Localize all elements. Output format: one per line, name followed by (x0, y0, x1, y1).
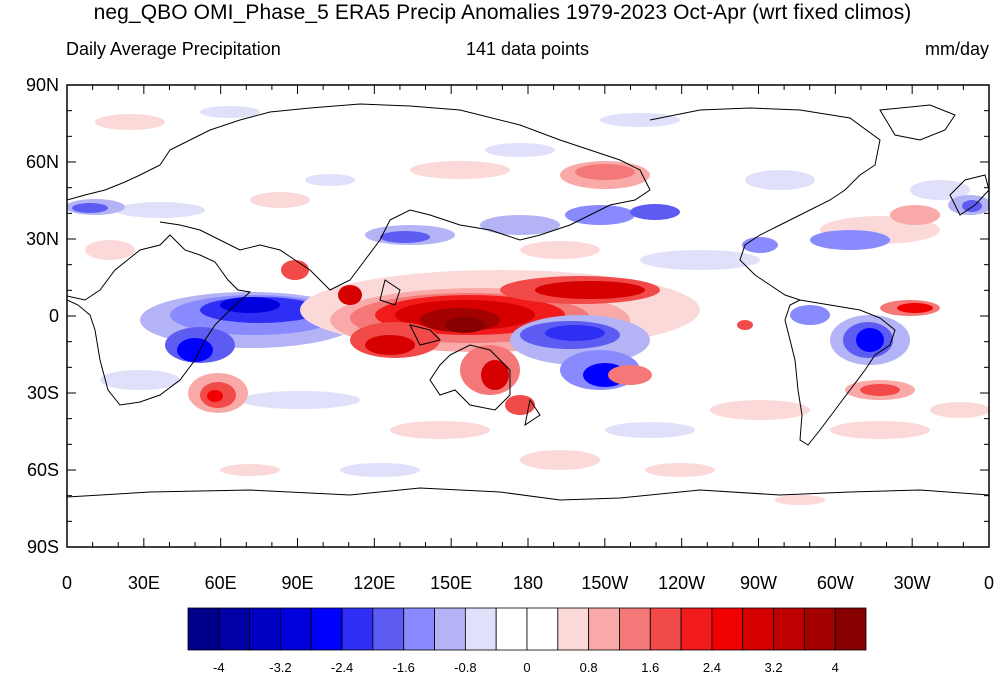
lat-label: 90S (27, 537, 59, 557)
colorbar-label: 2.4 (703, 660, 721, 675)
precip-anomaly-field (67, 106, 989, 505)
latitude-labels: 90N 60N 30N 0 30S 60S 90S (26, 75, 59, 557)
lon-label: 30E (128, 573, 160, 593)
lon-label: 60W (817, 573, 854, 593)
colorbar-swatch (249, 607, 281, 651)
colorbar-label: -1.6 (393, 660, 415, 675)
lat-label: 30S (27, 383, 59, 403)
colorbar (187, 607, 867, 651)
colorbar-swatch (711, 607, 744, 651)
colorbar-swatch (588, 607, 620, 651)
lat-label: 90N (26, 75, 59, 95)
colorbar-swatch (403, 607, 435, 651)
colorbar-swatch (742, 607, 774, 651)
colorbar-swatch (434, 607, 466, 651)
south-america-anomalies (737, 300, 940, 400)
colorbar-label: 3.2 (765, 660, 783, 675)
lon-label: 150E (430, 573, 472, 593)
lon-label: 120W (658, 573, 705, 593)
colorbar-swatch (526, 607, 559, 651)
colorbar-label: 0.8 (580, 660, 598, 675)
map-title: neg_QBO OMI_Phase_5 ERA5 Precip Anomalie… (93, 1, 912, 24)
colorbar-swatch (372, 607, 405, 651)
longitude-labels: 0 30E 60E 90E 120E 150E 180 150W 120W 90W 60W 30W 0 (62, 573, 994, 593)
colorbar-swatch (557, 607, 590, 651)
colorbar-label: 4 (832, 660, 839, 675)
colorbar-swatch (773, 607, 805, 651)
lat-label: 60N (26, 152, 59, 172)
colorbar-swatch (495, 607, 528, 651)
colorbar-label: 0 (523, 660, 530, 675)
coastlines (67, 103, 989, 501)
colorbar-swatch (464, 607, 497, 651)
colorbar-swatch (187, 607, 220, 651)
colorbar-swatch (680, 607, 713, 651)
lon-label: 90W (740, 573, 777, 593)
colorbar-swatch (834, 607, 867, 651)
southwest-indian-red (188, 373, 248, 413)
colorbar-label: -0.8 (454, 660, 476, 675)
colorbar-swatch (341, 607, 374, 651)
subtitle-center: 141 data points (465, 39, 590, 59)
colorbar-label: 1.6 (641, 660, 659, 675)
lon-label: 0 (984, 573, 994, 593)
colorbar-swatch (310, 607, 343, 651)
colorbar-swatch (218, 607, 251, 651)
colorbar-swatch (803, 607, 836, 651)
north-atlantic-blue (67, 195, 989, 215)
south-pacific-blue (510, 315, 652, 390)
lon-label: 180 (513, 573, 543, 593)
north-pacific-anomalies (365, 161, 940, 253)
lon-label: 120E (353, 573, 395, 593)
lon-label: 90E (281, 573, 313, 593)
colorbar-label: -4 (213, 660, 225, 675)
colorbar-label: -2.4 (331, 660, 353, 675)
colorbar-swatch (649, 607, 682, 651)
colorbar-label: -3.2 (269, 660, 291, 675)
axis-ticks (66, 84, 990, 548)
subtitle-left: Daily Average Precipitation (66, 39, 281, 59)
lat-label: 30N (26, 229, 59, 249)
lon-label: 150W (581, 573, 628, 593)
colorbar-labels: -4 -3.2 -2.4 -1.6 -0.8 0 0.8 1.6 2.4 3.2 4 (213, 660, 839, 675)
subtitle-right: mm/day (924, 39, 989, 59)
colorbar-swatch (619, 607, 651, 651)
lon-label: 0 (62, 573, 72, 593)
lat-label: 0 (49, 306, 59, 326)
colorbar-swatch (280, 607, 312, 651)
lon-label: 60E (205, 573, 237, 593)
lat-label: 60S (27, 460, 59, 480)
lon-label: 30W (894, 573, 931, 593)
